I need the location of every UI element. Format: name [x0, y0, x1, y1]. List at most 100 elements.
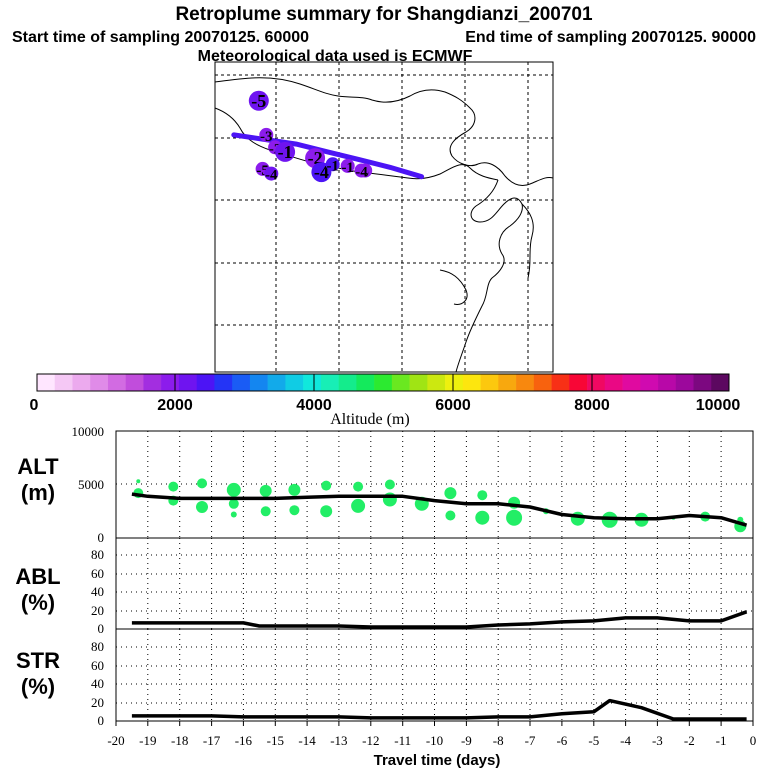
- plume-marker-label-10: -4: [355, 165, 368, 181]
- plume-marker-1: [259, 127, 274, 142]
- colorbar-swatch-32: [604, 374, 623, 391]
- x-tick-label-3: -17: [203, 733, 221, 748]
- colorbar-swatch-3: [90, 374, 109, 391]
- alt-cluster-11: [289, 505, 300, 516]
- colorbar-swatch-13: [267, 374, 286, 391]
- colorbar-swatch-16: [320, 374, 339, 391]
- alt-cluster-21: [444, 487, 457, 500]
- str-ytick-20: 20: [91, 695, 104, 710]
- colorbar-title: Altitude (m): [330, 411, 410, 428]
- str-ytick-0: 0: [98, 713, 105, 728]
- colorbar-label-4000: 4000: [296, 397, 332, 414]
- colorbar-swatch-14: [285, 374, 304, 391]
- colorbar-swatch-9: [196, 374, 215, 391]
- alt-cluster-22: [475, 510, 490, 525]
- colorbar-swatch-17: [338, 374, 357, 391]
- colorbar-swatch-25: [480, 374, 499, 391]
- end-time-subtitle: End time of sampling 20070125. 90000: [465, 29, 756, 46]
- abl-ytick-60: 60: [91, 566, 104, 581]
- altitude-colorbar: [36, 373, 730, 392]
- x-tick-label-9: -11: [394, 733, 411, 748]
- colorbar-swatch-8: [178, 374, 197, 391]
- x-tick-label-13: -7: [525, 733, 536, 748]
- colorbar-frame: [36, 373, 730, 392]
- x-tick-label-7: -13: [330, 733, 347, 748]
- colorbar-swatch-6: [143, 374, 162, 391]
- colorbar-swatch-11: [232, 374, 251, 391]
- x-tick-label-6: -14: [298, 733, 316, 748]
- alt-cluster-3: [168, 481, 179, 492]
- plume-marker-label-3: -1: [278, 142, 293, 162]
- colorbar-swatch-0: [37, 374, 56, 391]
- colorbar-swatch-35: [658, 374, 677, 391]
- colorbar-swatch-5: [125, 374, 144, 391]
- alt-cluster-8: [226, 482, 241, 497]
- border-mongolia-north: [214, 77, 479, 167]
- x-tick-label-20: 0: [750, 733, 757, 748]
- colorbar-swatch-4: [107, 374, 127, 391]
- abl-series-line-0: [131, 610, 748, 629]
- map-frame: [214, 61, 554, 373]
- colorbar-label-2000: 2000: [157, 397, 193, 414]
- alt-cluster-13: [320, 505, 333, 518]
- colorbar-swatch-20: [391, 374, 410, 391]
- colorbar-swatch-22: [427, 374, 446, 391]
- panel-plots: [131, 478, 748, 721]
- str-ytick-40: 40: [91, 676, 104, 691]
- plume-marker-label-11: -1: [326, 158, 339, 174]
- abl-ytick-80: 80: [91, 547, 104, 562]
- colorbar-swatch-21: [409, 374, 428, 391]
- str-panel-label: STR: [16, 648, 60, 673]
- alt-cluster-5: [197, 478, 207, 489]
- alt-series-line-0: [131, 492, 748, 527]
- abl-ytick-40: 40: [91, 584, 104, 599]
- colorbar-label-8000: 8000: [574, 397, 610, 414]
- colorbar-swatch-10: [214, 374, 233, 391]
- x-tick-label-1: -19: [139, 733, 156, 748]
- met-data-subtitle: Meteorological data used is ECMWF: [198, 48, 473, 65]
- alt-panel-label: ALT: [17, 454, 59, 479]
- alt-cluster-15: [351, 498, 366, 513]
- alt-cluster-27: [570, 511, 585, 526]
- alt-cluster-24: [506, 509, 523, 526]
- abl-ytick-0: 0: [98, 621, 105, 636]
- map-panel: -5-3-2-10-1-2-5-4-4-4-1: [214, 61, 554, 373]
- x-tick-label-10: -10: [426, 733, 443, 748]
- plume-marker-11: [325, 157, 340, 172]
- x-tick-label-18: -2: [684, 733, 695, 748]
- colorbar-swatch-37: [693, 374, 712, 391]
- str-panel-unit: (%): [21, 674, 55, 699]
- colorbar-swatch-7: [161, 374, 180, 391]
- x-tick-label-2: -18: [171, 733, 188, 748]
- alt-cluster-7: [228, 498, 239, 509]
- colorbar-swatch-38: [711, 374, 730, 391]
- colorbar-swatch-31: [587, 374, 606, 391]
- x-tick-label-15: -5: [588, 733, 599, 748]
- colorbar-swatch-23: [445, 374, 464, 391]
- alt-cluster-9: [260, 506, 271, 517]
- abl-panel-unit: (%): [21, 590, 55, 615]
- colorbar-swatch-15: [303, 374, 322, 391]
- alt-ytick-5000: 5000: [78, 477, 104, 492]
- colorbar-swatch-29: [551, 374, 570, 391]
- panel-gridlines: [116, 431, 753, 721]
- alt-cluster-20: [445, 510, 456, 521]
- plume-marker-label-5: -1: [341, 160, 354, 176]
- alt-cluster-1: [136, 479, 141, 484]
- plume-marker-5: [340, 158, 355, 173]
- colorbar-swatch-12: [249, 374, 268, 391]
- colorbar-swatch-28: [533, 374, 552, 391]
- border-inner-detail: [439, 269, 468, 305]
- alt-ytick-10000: 10000: [72, 424, 105, 439]
- alt-cluster-16: [353, 481, 364, 492]
- colorbar-swatch-2: [72, 374, 91, 391]
- abl-ytick-20: 20: [91, 603, 104, 618]
- colorbar-swatch-19: [374, 374, 393, 391]
- alt-cluster-23: [477, 490, 488, 501]
- str-series-line-0: [131, 698, 747, 721]
- plume-marker-label-9: -4: [314, 162, 329, 182]
- x-tick-label-14: -6: [556, 733, 567, 748]
- plume-marker-8: [264, 166, 279, 181]
- x-tick-label-5: -15: [267, 733, 284, 748]
